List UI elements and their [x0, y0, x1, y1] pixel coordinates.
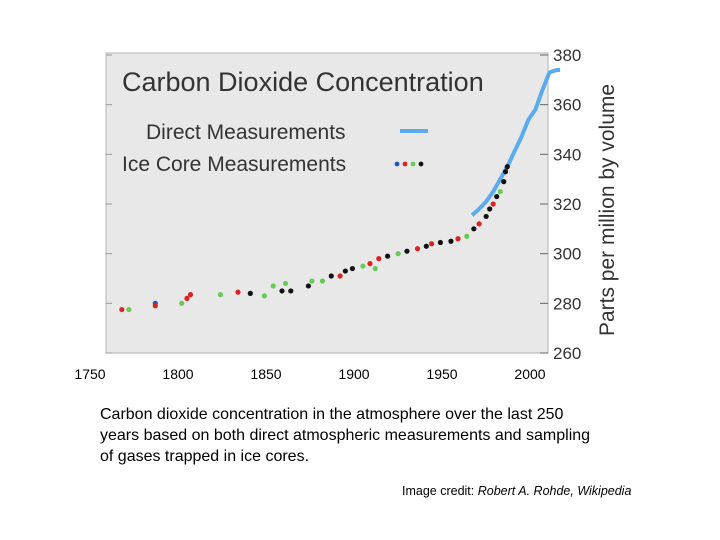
ice-core-point — [342, 268, 348, 274]
ice-core-point — [367, 261, 373, 267]
chart-title: Carbon Dioxide Concentration — [122, 67, 484, 97]
y-tick-label: 260 — [553, 344, 581, 363]
legend-label-direct: Direct Measurements — [146, 121, 346, 144]
ice-core-point — [261, 293, 267, 299]
legend-label-ice-core: Ice Core Measurements — [122, 153, 346, 176]
y-tick-label: 280 — [553, 294, 581, 313]
legend-marker-ice-core — [394, 161, 424, 167]
ice-core-point — [217, 292, 223, 298]
y-axis-label: Parts per million by volume — [596, 84, 619, 336]
x-tick-label: 1750 — [74, 366, 105, 382]
credit-prefix: Image credit: — [402, 484, 478, 498]
ice-core-point — [184, 295, 190, 301]
ice-core-point — [279, 288, 285, 294]
ice-core-point — [270, 283, 276, 289]
ice-core-point — [319, 278, 326, 284]
ice-core-point — [483, 213, 489, 220]
ice-core-point — [126, 306, 132, 313]
ice-core-point — [187, 292, 194, 298]
ice-core-point — [423, 243, 429, 249]
ice-core-point — [494, 193, 500, 200]
image-credit: Image credit: Robert A. Rohde, Wikipedia — [402, 484, 631, 498]
ice-core-point — [376, 256, 382, 262]
y-tick-label: 300 — [553, 245, 581, 264]
ice-core-point — [497, 188, 503, 195]
ice-core-point — [455, 236, 461, 242]
y-tick-label: 380 — [553, 46, 581, 65]
ice-core-point — [395, 251, 401, 257]
ice-core-point — [152, 303, 158, 309]
ice-core-point — [235, 289, 241, 295]
ice-core-point — [119, 306, 125, 313]
ice-core-point — [305, 283, 311, 289]
y-tick-label: 320 — [553, 195, 581, 214]
x-tick-label: 1900 — [338, 366, 369, 382]
direct-measurements-line — [470, 68, 561, 217]
ice-core-point — [288, 288, 294, 294]
ice-core-point — [504, 164, 510, 170]
ice-core-point — [502, 169, 509, 175]
x-tick-label: 2000 — [514, 366, 545, 382]
ice-core-point — [448, 238, 454, 244]
ice-core-point — [282, 280, 289, 287]
ice-core-point — [487, 206, 493, 212]
ice-core-point — [385, 253, 391, 259]
ice-core-point — [429, 241, 435, 247]
ice-core-point — [404, 248, 410, 254]
ice-core-point — [360, 263, 366, 269]
ice-core-point — [414, 246, 421, 252]
ice-core-point — [247, 290, 253, 296]
ice-core-point — [309, 278, 315, 284]
y-tick-label: 360 — [553, 96, 581, 115]
ice-core-point — [476, 221, 482, 227]
ice-core-point — [437, 239, 443, 246]
ice-core-point — [471, 226, 477, 232]
x-tick-label: 1950 — [426, 366, 457, 382]
ice-core-point — [501, 179, 507, 185]
ice-core-point — [349, 265, 355, 272]
x-tick-label: 1800 — [162, 366, 193, 382]
ice-core-point — [372, 265, 378, 272]
credit-source: Robert A. Rohde, Wikipedia — [477, 484, 632, 498]
ice-core-point — [179, 300, 185, 306]
x-tick-label: 1850 — [250, 366, 281, 382]
plot-area — [105, 52, 549, 354]
ice-core-point — [490, 201, 496, 207]
y-tick-label: 340 — [553, 145, 581, 164]
co2-chart: 260 280 300 320 340 360 380 Carbon Dioxide Con… — [74, 46, 619, 382]
ice-core-point — [337, 273, 343, 279]
figure-caption: Carbon dioxide concentration in the atmo… — [100, 406, 591, 465]
ice-core-point — [464, 233, 470, 239]
ice-core-point — [328, 273, 334, 279]
